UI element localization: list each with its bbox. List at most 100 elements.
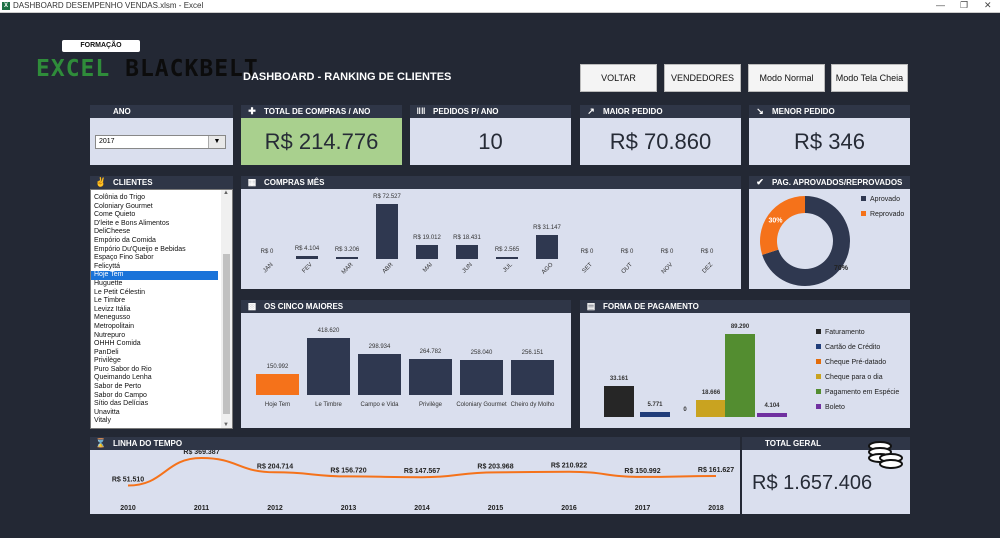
modo-tela-cheia-button[interactable]: Modo Tela Cheia xyxy=(831,64,908,92)
legend-swatch xyxy=(816,359,821,364)
cinco-maiores-category-label: Privilège xyxy=(418,402,442,408)
dropdown-arrow-icon[interactable]: ▼ xyxy=(208,136,225,148)
client-list-item[interactable]: Unavitta xyxy=(94,408,120,416)
linha-tempo-year-label: 2015 xyxy=(488,505,504,512)
client-list-item[interactable]: Come Quieto xyxy=(94,211,136,219)
compras-mes-month-label: DEZ xyxy=(701,262,715,275)
voltar-button[interactable]: VOLTAR xyxy=(580,64,657,92)
forma-pagamento-legend-item: Cheque Pré-datado xyxy=(816,359,886,366)
linha-tempo-year-label: 2016 xyxy=(561,505,577,512)
hourglass-icon: ⌛ xyxy=(95,438,107,448)
client-list-item[interactable]: PanDeli xyxy=(94,348,119,356)
scroll-up-icon[interactable]: ▲ xyxy=(223,190,229,196)
plus-icon: ✚ xyxy=(248,106,256,116)
client-list-item[interactable]: Queimando Lenha xyxy=(94,374,152,382)
window-titlebar: X DASHBOARD DESEMPENHO VENDAS.xlsm - Exc… xyxy=(0,0,1000,13)
client-list-item[interactable]: Sabor do Campo xyxy=(94,391,147,399)
client-list-item[interactable]: Nutrepuro xyxy=(94,331,126,339)
client-list-item[interactable]: Privilège xyxy=(94,357,121,365)
linha-tempo-value-label: R$ 204.714 xyxy=(257,463,293,470)
cinco-maiores-bar xyxy=(460,359,503,395)
client-list-item[interactable]: Empório da Comida xyxy=(94,236,156,244)
client-list-item[interactable]: Huguette xyxy=(94,279,123,287)
forma-pagamento-value-label: 33.161 xyxy=(609,376,629,383)
client-list-item[interactable]: OHHH Comida xyxy=(94,340,141,348)
brand-logo: EXCEL BLACKBELT xyxy=(36,56,259,82)
menor-pedido-value: R$ 346 xyxy=(749,118,910,165)
client-list-item[interactable]: Felicyttá xyxy=(94,262,121,270)
linha-tempo-year-label: 2014 xyxy=(414,505,430,512)
ano-panel: 2017 ▼ xyxy=(90,118,233,165)
cinco-maiores-header: ▩ OS CINCO MAIORES xyxy=(241,300,571,313)
client-list-item[interactable]: Puro Sabor do Rio xyxy=(94,365,152,373)
clientes-listbox[interactable]: Colônia do Trigo Coloniary Gourmet Come Qu… xyxy=(90,189,233,429)
minimize-icon[interactable]: — xyxy=(936,0,945,10)
client-list-item[interactable]: Levizz Itália xyxy=(94,305,131,313)
logo-blackbelt-word: BLACKBELT xyxy=(125,56,259,82)
credit-card-icon: ▤ xyxy=(586,301,596,311)
donut-slice-aprovado xyxy=(762,196,850,286)
cinco-maiores-category-label: Cheiro dy Molho xyxy=(510,402,555,408)
legend-swatch xyxy=(816,344,821,349)
compras-mes-month-label: OUT xyxy=(621,262,635,276)
compras-mes-value-label: R$ 2.565 xyxy=(494,247,520,254)
forma-pagamento-bar xyxy=(757,413,787,417)
total-geral-value: R$ 1.657.406 xyxy=(752,472,873,494)
maior-pedido-header: ↗ MAIOR PEDIDO xyxy=(580,105,741,118)
donut-slice-reprovado xyxy=(760,196,805,255)
tally-icon: ‖‖ xyxy=(416,106,426,116)
client-list-item[interactable]: Metropolitain xyxy=(94,322,135,330)
legend-label: Boleto xyxy=(825,404,845,411)
client-list-item[interactable]: Espaço Fino Sabor xyxy=(94,254,154,262)
cinco-maiores-category-label: Coloniary Gourmet xyxy=(456,402,507,408)
compras-mes-value-label: R$ 72.527 xyxy=(373,194,401,200)
client-list-item[interactable]: DeliCheese xyxy=(94,228,131,236)
client-list-item[interactable]: Coloniary Gourmet xyxy=(94,202,153,210)
client-list-item[interactable]: Menegusso xyxy=(94,314,131,322)
linha-tempo-value-label: R$ 369.387 xyxy=(183,450,219,456)
close-icon[interactable]: ✕ xyxy=(984,0,992,10)
maximize-icon[interactable]: ❐ xyxy=(960,0,969,10)
ano-select[interactable]: 2017 ▼ xyxy=(95,135,226,149)
compras-mes-bar xyxy=(376,204,398,259)
legend-aprovado: Aprovado xyxy=(861,196,900,203)
linha-tempo-value-label: R$ 161.627 xyxy=(698,467,734,474)
modo-normal-button[interactable]: Modo Normal xyxy=(748,64,825,92)
forma-pagamento-bar xyxy=(640,411,670,417)
cinco-maiores-bar xyxy=(409,358,452,395)
compras-mes-value-label: R$ 0 xyxy=(700,249,714,255)
compras-mes-month-label: JAN xyxy=(261,262,275,275)
client-list-item[interactable]: Empório Du'Queijo e Bebidas xyxy=(94,245,186,253)
client-list-item[interactable]: Hoje Tem xyxy=(91,271,218,280)
window-title: DASHBOARD DESEMPENHO VENDAS.xlsm - Excel xyxy=(13,1,204,10)
formacao-badge: FORMAÇÃO xyxy=(62,40,140,52)
clientes-scrollbar[interactable]: ▲ ▼ xyxy=(221,190,232,428)
total-geral-header: TOTAL GERAL xyxy=(742,437,910,450)
vendedores-button[interactable]: VENDEDORES xyxy=(664,64,741,92)
client-list-item[interactable]: Sabor de Perto xyxy=(94,383,142,391)
forma-pagamento-value-label: 18.666 xyxy=(701,389,721,396)
scroll-thumb[interactable] xyxy=(223,254,230,414)
client-list-item[interactable]: Sítio das Delícias xyxy=(94,400,149,408)
compras-mes-value-label: R$ 0 xyxy=(660,249,674,255)
client-list-item[interactable]: Le Petit Célestin xyxy=(94,288,145,296)
coins-icon xyxy=(866,438,904,472)
legend-label: Cheque para o dia xyxy=(825,374,883,381)
ano-selected-value: 2017 xyxy=(99,138,115,145)
forma-pagamento-legend-item: Faturamento xyxy=(816,329,865,336)
compras-mes-value-label: R$ 0 xyxy=(260,249,274,255)
total-compras-value: R$ 214.776 xyxy=(241,118,402,165)
linha-tempo-value-label: R$ 147.567 xyxy=(404,468,440,475)
compras-mes-value-label: R$ 0 xyxy=(620,249,634,255)
linha-tempo-value-label: R$ 203.968 xyxy=(477,463,513,470)
client-list-item[interactable]: D'leite e Bons Alimentos xyxy=(94,219,170,227)
client-list-item[interactable]: Vitaly xyxy=(94,417,111,425)
client-list-item[interactable]: Le Timbre xyxy=(94,297,126,305)
forma-pagamento-chart: 33.161 Faturamento 5.771 Cartão de Crédito 0… xyxy=(580,313,910,428)
clientes-list: Colônia do Trigo Coloniary Gourmet Come Qu… xyxy=(91,194,218,426)
scroll-down-icon[interactable]: ▼ xyxy=(223,422,229,428)
client-list-item[interactable]: Colônia do Trigo xyxy=(94,194,145,201)
compras-mes-month-label: MAR xyxy=(340,262,355,276)
pag-status-panel: 70% 30% Aprovado Reprovado xyxy=(749,189,910,289)
compras-mes-header: ▦ COMPRAS MÊS xyxy=(241,176,741,189)
